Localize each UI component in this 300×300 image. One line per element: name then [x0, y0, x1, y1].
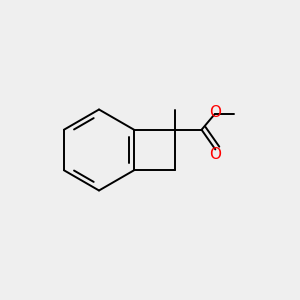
Text: O: O	[209, 105, 221, 120]
Text: O: O	[209, 147, 221, 162]
